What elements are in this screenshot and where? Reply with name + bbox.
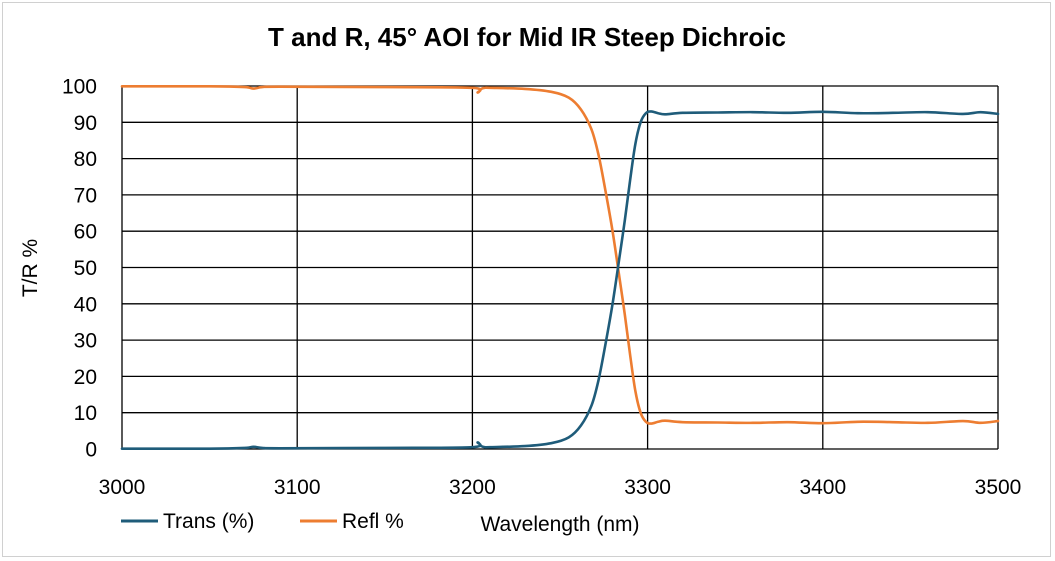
x-tick-label: 3000 [99, 476, 146, 499]
y-tick-label: 60 [74, 221, 97, 244]
x-tick-label: 3100 [274, 476, 321, 499]
legend-label-refl: Refl % [342, 510, 404, 533]
y-tick-label: 40 [74, 293, 97, 316]
legend-label-trans: Trans (%) [163, 510, 254, 533]
series-line-trans [120, 110, 1000, 450]
series-lines [120, 85, 1000, 450]
y-tick-label: 30 [74, 330, 97, 353]
x-tick-label: 3400 [799, 476, 846, 499]
y-tick-label: 90 [74, 112, 97, 135]
legend: Trans (%) Refl % [121, 510, 404, 533]
y-tick-label: 50 [74, 257, 97, 280]
grid-lines [121, 85, 999, 450]
x-tick-label: 3300 [624, 476, 671, 499]
y-tick-label: 80 [74, 148, 97, 171]
y-tick-labels: 0 10 20 30 40 50 60 70 80 90 100 [62, 76, 97, 462]
x-tick-labels: 3000 3100 3200 3300 3400 3500 [99, 476, 1022, 499]
y-tick-label: 70 [74, 184, 97, 207]
series-line-refl [120, 85, 1000, 425]
x-tick-label: 3200 [449, 476, 496, 499]
chart-title: T and R, 45° AOI for Mid IR Steep Dichro… [268, 22, 786, 52]
y-tick-label: 10 [74, 402, 97, 425]
y-tick-label: 0 [85, 439, 97, 462]
y-axis-label: T/R % [19, 239, 42, 297]
y-tick-label: 20 [74, 366, 97, 389]
y-tick-label: 100 [62, 76, 97, 99]
x-tick-label: 3500 [975, 476, 1022, 499]
x-axis-label: Wavelength (nm) [480, 513, 639, 536]
